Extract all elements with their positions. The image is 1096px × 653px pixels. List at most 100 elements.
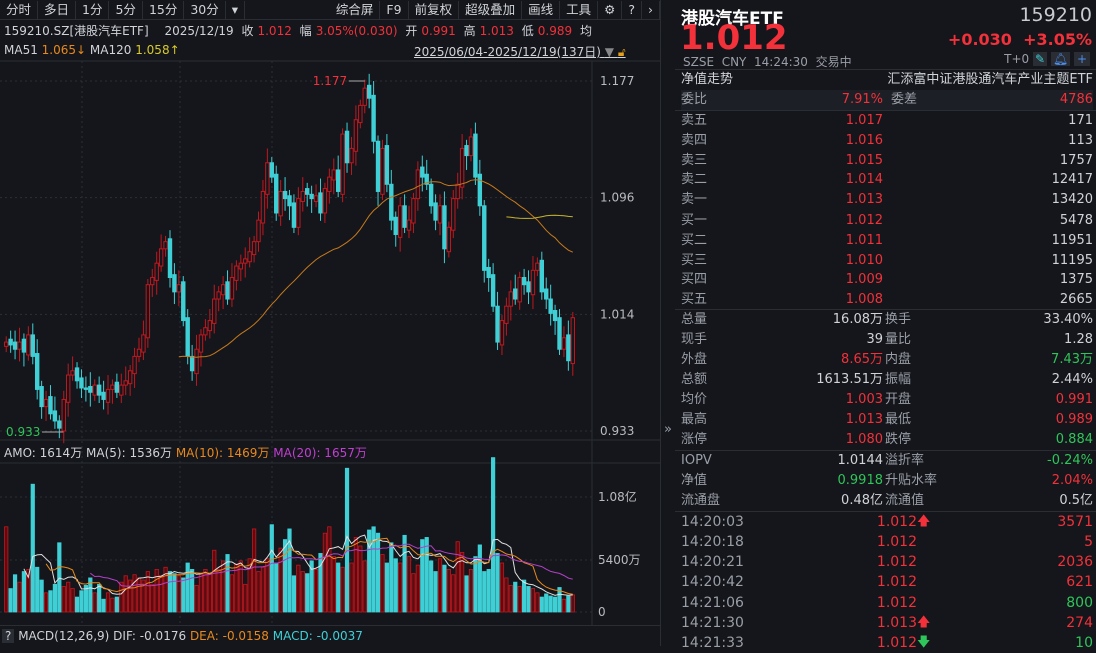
toolbar-button[interactable]: 画线 [522,0,561,19]
add-icon[interactable]: + [1073,52,1090,66]
toolbar-button[interactable]: 工具 [560,0,599,19]
book-price: 1.014 [845,172,883,188]
stat-row: 总额 1613.51万 振幅 2.44% [681,370,1093,390]
lock-icon[interactable]: 🔓︎ [617,45,626,59]
panel-divider[interactable] [660,0,661,646]
nav-trend-link[interactable]: 净值走势 [681,72,734,87]
toolbar-button[interactable]: ⚙ [598,0,623,19]
dropdown-icon[interactable]: ▼ [604,45,614,59]
etf-row: IOPV 1.0144 溢折率 -0.24% [681,451,1093,471]
candle-body [544,288,549,300]
ma51-label: MA51 [4,43,38,57]
candle-body [561,337,567,350]
help-button[interactable]: ? [2,629,15,643]
candle-body [39,386,44,408]
period-tab[interactable]: 分时 [0,0,39,19]
amount-bar [260,566,266,613]
amount-bar [234,563,239,613]
amount-bar [132,574,137,613]
candle-body [88,386,93,393]
toolbar-button[interactable]: › [642,0,660,19]
price-change-pct: +3.05% [1023,30,1092,49]
amount-bar [508,584,513,613]
amount-bar [97,583,102,613]
date-range[interactable]: 2025/06/04-2025/12/19(137日) [414,45,601,59]
amount-bar [48,590,53,613]
amount-bar [504,577,509,613]
alert-bell-icon[interactable]: 🔔︎ [1050,52,1071,66]
candle-body [251,241,257,256]
amount-bar [88,577,93,613]
period-tab[interactable]: ▾ [226,0,246,19]
amount-bar [309,560,314,613]
amount-bar [79,590,84,613]
stat-label: 内盘 [885,352,912,367]
period-tab[interactable]: 多日 [38,0,77,19]
amount-bar [185,562,190,613]
amount-bar [163,566,168,613]
toolbar-button[interactable]: 超级叠加 [459,0,523,19]
tick-volume: 2036 [1057,554,1093,570]
candle-body [247,251,252,263]
amount-bar [123,575,128,613]
candle-body [539,259,545,293]
candle-body [406,219,412,231]
amount-bar [460,551,465,613]
kline-chart[interactable]: 1.177 1.096 1.014 0.933 1.08亿 5400万 0 1.177 0.93… [0,0,660,646]
book-level-label: 卖一 [681,192,708,208]
security-code: 159210.SZ[港股汽车ETF] [4,24,149,38]
candle-body [526,281,531,293]
candle-body [322,188,328,214]
amount-bar [296,564,301,613]
period-tab[interactable]: 5分 [109,0,143,19]
stat-label: 开盘 [885,392,912,407]
toolbar-button[interactable]: ? [622,0,642,19]
amount-bar [482,571,487,613]
amount-bar [353,537,358,613]
amount-bar [473,556,478,613]
tick-price: 1.012 [876,574,917,590]
candle-body [296,198,301,228]
book-row: 卖二 1.014 12417 [681,170,1093,190]
amount-bar [451,574,456,613]
etf-value: 2.04% [1051,473,1093,488]
tick-price: 1.013 [876,615,917,631]
tick-time: 14:20:03 [681,514,744,530]
amount-bar [265,558,270,613]
amount-bar [495,553,500,613]
period-tab[interactable]: 30分 [184,0,226,19]
stat-label: 总量 [681,312,708,327]
candle-body [420,166,425,178]
amount-bar [83,584,88,613]
candle-body [207,320,213,332]
amount-bar [141,579,146,613]
stat-label: 最低 [885,412,912,427]
currency: CNY [721,55,747,69]
amount-bar [61,586,66,613]
tick-volume: 621 [1066,574,1093,590]
amount-bar [548,595,553,613]
amount-bar [251,528,257,613]
amount-bar [26,569,31,613]
etf-label: 升贴水率 [885,473,938,488]
toolbar-button[interactable]: 前复权 [409,0,460,19]
period-tab[interactable]: 1分 [76,0,110,19]
toolbar-button[interactable]: F9 [380,0,409,19]
expand-button[interactable]: » [664,422,672,437]
macd-dif: DIF: -0.0176 [113,629,187,643]
candle-body [300,190,305,202]
stat-value: 1.080 [845,432,883,447]
amount-bar [402,534,407,613]
amount-bar [331,556,336,613]
stat-value: 1613.51万 [816,372,883,387]
period-tab[interactable]: 15分 [143,0,185,19]
ma51-value: 1.065↓ [41,43,87,57]
toolbar-button[interactable]: 综合屏 [330,0,381,19]
high-value: 1.013 [479,24,514,38]
amount-bar [530,588,536,613]
candle-body [384,145,390,185]
candle-body [265,162,270,195]
etf-label: 溢折率 [885,453,925,468]
edit-icon[interactable]: ✎ [1032,52,1048,66]
date-range-selector[interactable]: 2025/06/04-2025/12/19(137日) ▼ 🔓︎ [414,43,626,60]
